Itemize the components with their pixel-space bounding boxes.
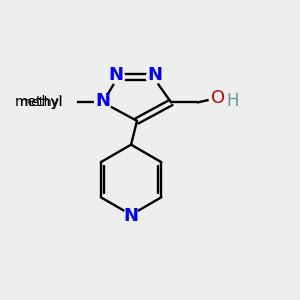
Text: N: N — [95, 92, 110, 110]
Circle shape — [111, 70, 125, 84]
Circle shape — [146, 70, 160, 84]
Text: methyl: methyl — [14, 95, 63, 110]
Text: O: O — [212, 89, 226, 107]
Circle shape — [94, 94, 111, 111]
Text: N: N — [124, 207, 139, 225]
Circle shape — [124, 208, 138, 222]
Text: methyl: methyl — [20, 96, 63, 109]
Text: N: N — [109, 66, 124, 84]
Circle shape — [52, 91, 76, 114]
Text: N: N — [147, 66, 162, 84]
Circle shape — [209, 88, 228, 107]
Text: H: H — [226, 92, 239, 110]
